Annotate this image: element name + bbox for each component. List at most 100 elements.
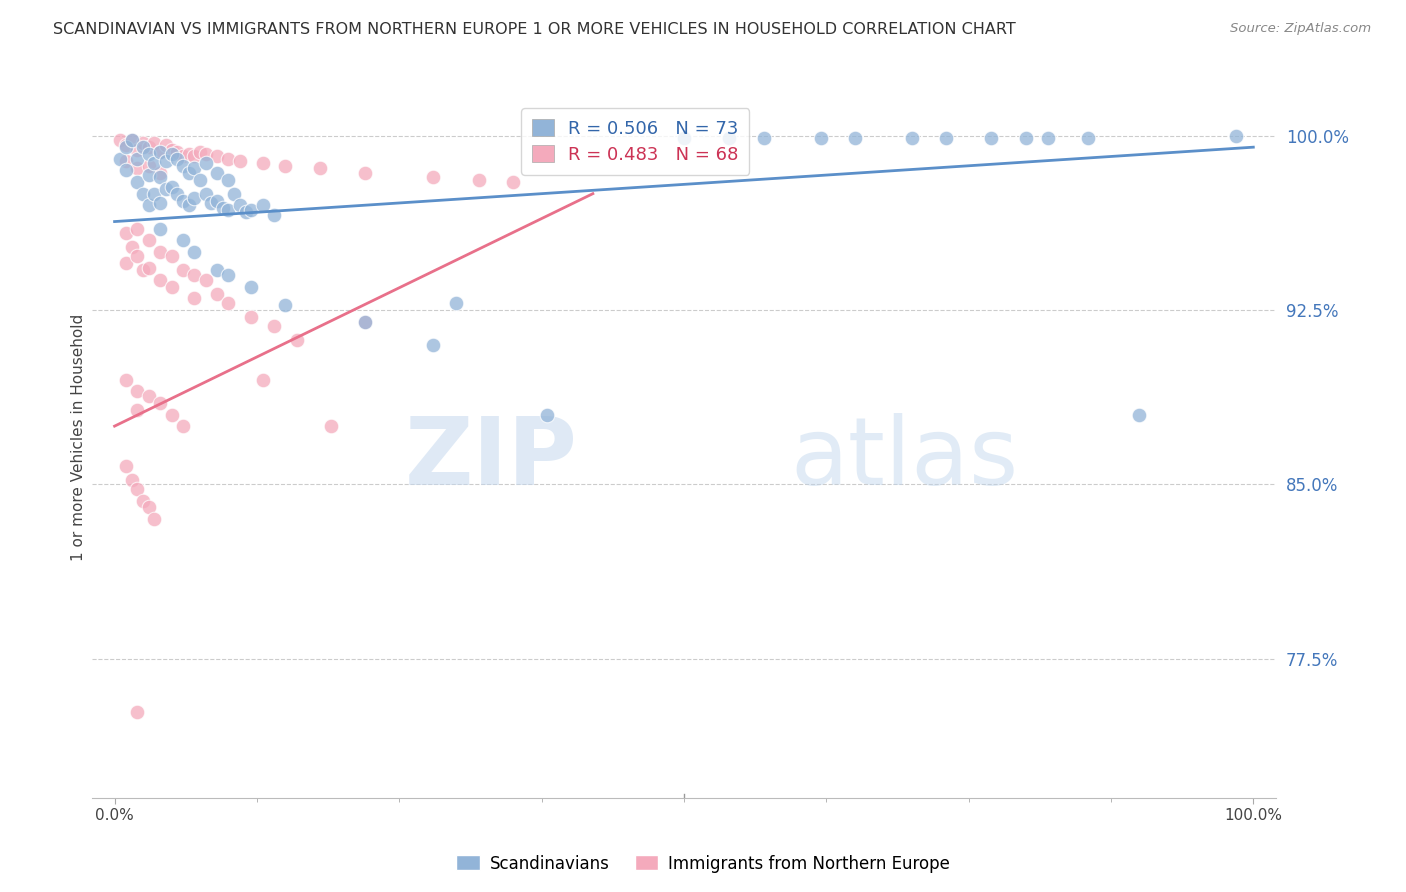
Point — [422, 170, 444, 185]
Point — [155, 154, 177, 169]
Point — [205, 263, 228, 277]
Point — [217, 202, 239, 217]
Point — [127, 705, 149, 719]
Point — [183, 244, 205, 259]
Point — [980, 131, 1002, 145]
Point — [132, 493, 155, 508]
Point — [172, 194, 194, 208]
Point — [160, 179, 183, 194]
Point — [240, 202, 263, 217]
Point — [121, 240, 143, 254]
Point — [138, 140, 160, 154]
Point — [115, 154, 138, 169]
Point — [115, 373, 138, 387]
Point — [536, 408, 558, 422]
Point — [217, 296, 239, 310]
Point — [252, 198, 274, 212]
Text: SCANDINAVIAN VS IMMIGRANTS FROM NORTHERN EUROPE 1 OR MORE VEHICLES IN HOUSEHOLD : SCANDINAVIAN VS IMMIGRANTS FROM NORTHERN… — [53, 22, 1017, 37]
Point — [149, 244, 172, 259]
Point — [166, 152, 188, 166]
Point — [127, 249, 149, 263]
Point — [149, 145, 172, 159]
Point — [217, 152, 239, 166]
Point — [1038, 131, 1060, 145]
Point — [127, 384, 149, 399]
Point — [1014, 131, 1036, 145]
Point — [149, 145, 172, 159]
Point — [110, 133, 132, 147]
Legend: Scandinavians, Immigrants from Northern Europe: Scandinavians, Immigrants from Northern … — [450, 848, 956, 880]
Point — [252, 156, 274, 170]
Point — [138, 147, 160, 161]
Point — [354, 166, 377, 180]
Point — [172, 159, 194, 173]
Point — [319, 419, 342, 434]
Legend: R = 0.506   N = 73, R = 0.483   N = 68: R = 0.506 N = 73, R = 0.483 N = 68 — [522, 108, 749, 175]
Point — [211, 201, 233, 215]
Point — [132, 186, 155, 201]
Point — [183, 149, 205, 163]
Point — [143, 186, 166, 201]
Point — [194, 186, 217, 201]
Point — [172, 419, 194, 434]
Point — [138, 168, 160, 182]
Text: atlas: atlas — [790, 413, 1019, 506]
Point — [422, 338, 444, 352]
Point — [468, 172, 491, 186]
Point — [127, 175, 149, 189]
Point — [127, 152, 149, 166]
Point — [149, 396, 172, 410]
Point — [183, 191, 205, 205]
Point — [844, 131, 866, 145]
Point — [205, 286, 228, 301]
Point — [160, 249, 183, 263]
Point — [115, 458, 138, 473]
Point — [132, 136, 155, 150]
Point — [138, 233, 160, 247]
Point — [240, 279, 263, 293]
Point — [263, 319, 285, 334]
Point — [143, 136, 166, 150]
Point — [172, 149, 194, 163]
Point — [149, 221, 172, 235]
Point — [194, 273, 217, 287]
Point — [115, 256, 138, 270]
Point — [121, 133, 143, 147]
Point — [177, 166, 200, 180]
Point — [121, 473, 143, 487]
Point — [274, 298, 297, 312]
Point — [752, 131, 775, 145]
Point — [143, 512, 166, 526]
Point — [127, 402, 149, 417]
Point — [166, 186, 188, 201]
Point — [229, 198, 252, 212]
Point — [172, 233, 194, 247]
Point — [1077, 131, 1099, 145]
Point — [160, 408, 183, 422]
Point — [160, 147, 183, 161]
Point — [205, 166, 228, 180]
Point — [194, 156, 217, 170]
Point — [155, 137, 177, 152]
Text: ZIP: ZIP — [405, 413, 578, 506]
Point — [155, 182, 177, 196]
Point — [502, 175, 524, 189]
Point — [183, 268, 205, 282]
Text: Source: ZipAtlas.com: Source: ZipAtlas.com — [1230, 22, 1371, 36]
Point — [121, 133, 143, 147]
Point — [172, 263, 194, 277]
Point — [194, 147, 217, 161]
Point — [160, 279, 183, 293]
Point — [149, 170, 172, 185]
Point — [1225, 128, 1247, 143]
Point — [235, 205, 257, 219]
Point — [935, 131, 957, 145]
Point — [252, 373, 274, 387]
Point — [810, 131, 832, 145]
Point — [138, 261, 160, 276]
Point — [183, 161, 205, 175]
Point — [240, 310, 263, 324]
Point — [217, 172, 239, 186]
Point — [115, 137, 138, 152]
Point — [354, 314, 377, 328]
